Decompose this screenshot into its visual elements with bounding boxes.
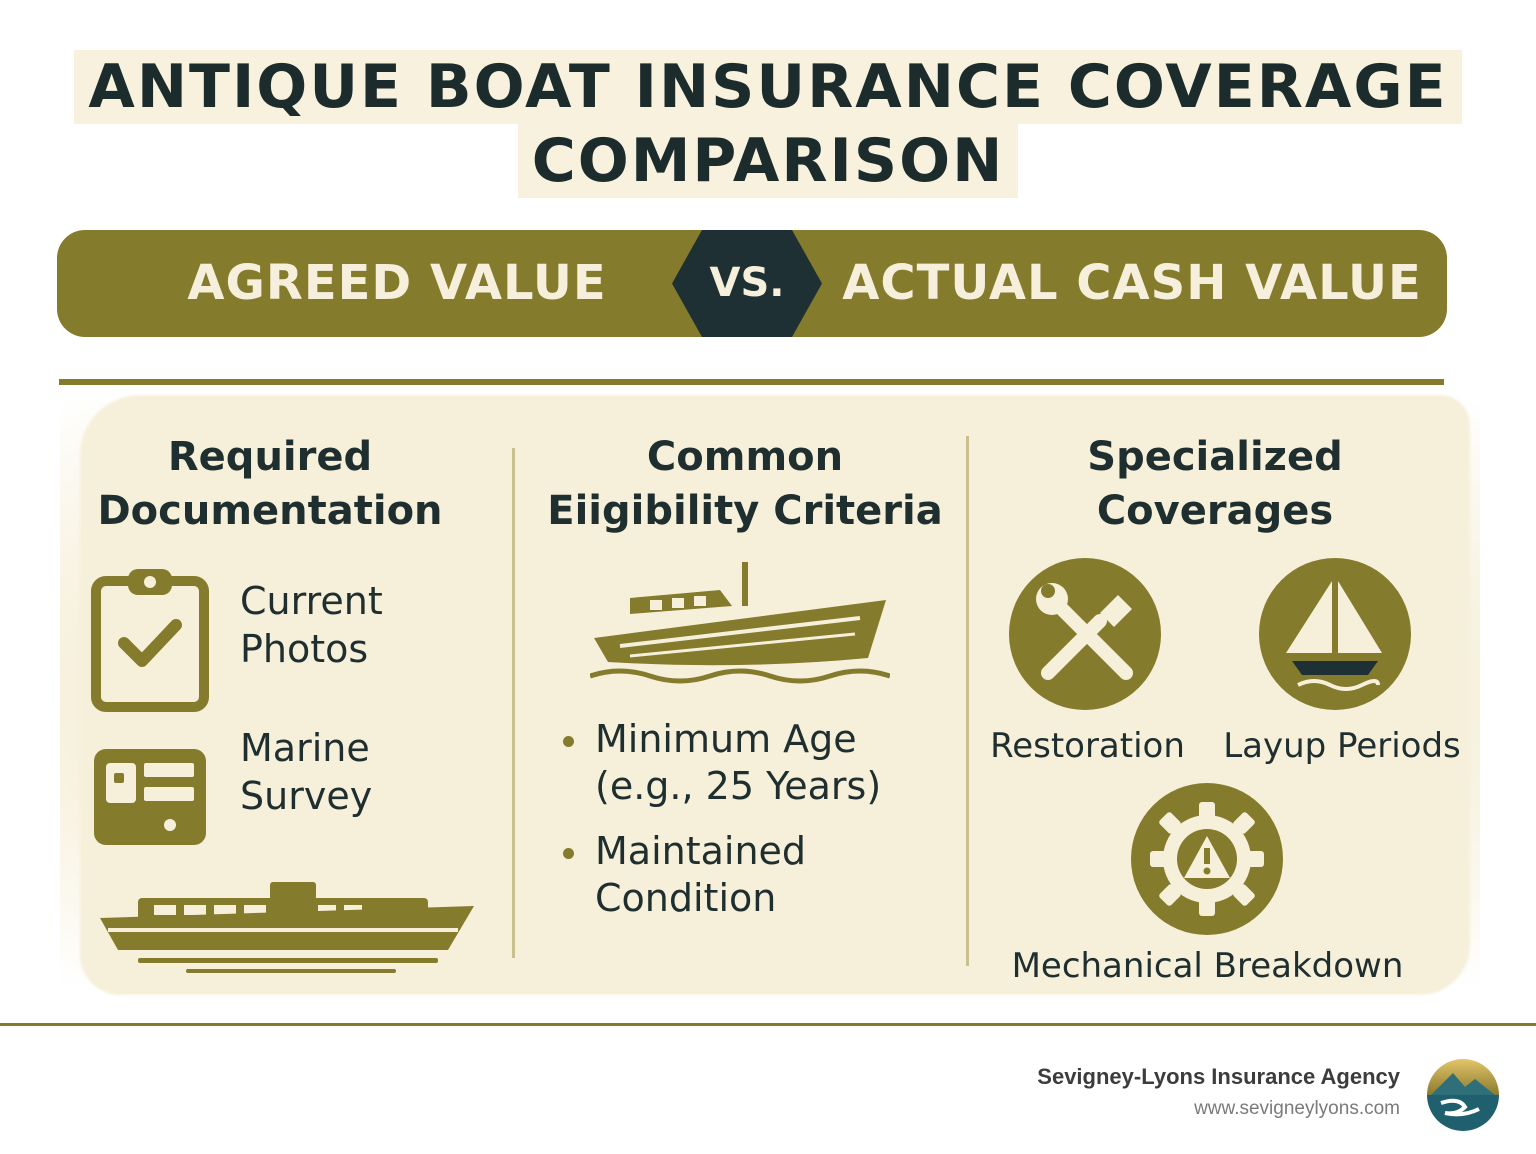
coverages-heading-line-2: Coverages: [1096, 488, 1334, 534]
gear-warning-icon: [1131, 783, 1283, 935]
documentation-heading: Required Documentation: [70, 430, 470, 538]
agency-url[interactable]: www.sevigneylyons.com: [1194, 1098, 1400, 1119]
title-line-2: COMPARISON: [517, 124, 1019, 198]
mechanical-breakdown-label: Mechanical Breakdown: [1011, 946, 1404, 986]
eligibility-heading-line-1: Common: [646, 434, 844, 480]
divider-bottom: [0, 1023, 1536, 1026]
column-divider-1: [512, 448, 515, 958]
layup-periods-label: Layup Periods: [1223, 726, 1461, 766]
restoration-label: Restoration: [990, 726, 1185, 766]
minimum-age-line-1: Minimum Age: [595, 717, 857, 761]
marine-survey-line-1: Marine: [240, 726, 370, 770]
title-line-1: ANTIQUE BOAT INSURANCE COVERAGE: [74, 50, 1462, 124]
coverages-heading: Specialized Coverages: [1010, 430, 1420, 538]
comparison-banner: AGREED VALUE VS. ACTUAL CASH VALUE: [57, 230, 1447, 337]
bullet-dot: [563, 736, 574, 747]
clipboard-check-icon: [91, 569, 209, 712]
minimum-age-line-2: (e.g., 25 Years): [595, 764, 882, 808]
survey-card-icon: [94, 749, 206, 845]
marine-survey-line-2: Survey: [240, 774, 373, 818]
sailboat-icon: [1259, 558, 1411, 710]
agency-name: Sevigney-Lyons Insurance Agency: [1037, 1064, 1400, 1089]
divider-top: [59, 379, 1444, 385]
page-title: ANTIQUE BOAT INSURANCE COVERAGE COMPARIS…: [0, 50, 1536, 198]
bullet-dot: [563, 848, 574, 859]
documentation-heading-line-1: Required: [167, 434, 373, 480]
current-photos-line-2: Photos: [240, 627, 369, 671]
yacht-icon: [100, 882, 474, 973]
actual-cash-value-label: ACTUAL CASH VALUE: [842, 255, 1422, 311]
fishing-boat-icon: [590, 562, 890, 684]
maintained-condition-line-2: Condition: [595, 876, 777, 920]
vs-badge: VS.: [672, 230, 822, 337]
eligibility-heading: Common Eiigibility Criteria: [530, 430, 960, 538]
maintained-condition-line-1: Maintained: [595, 829, 807, 873]
mountain-wave-logo: [1427, 1059, 1499, 1131]
wrench-brush-icon: [1009, 558, 1161, 710]
column-divider-2: [966, 436, 969, 966]
minimum-age-text: Minimum Age (e.g., 25 Years): [595, 716, 881, 810]
coverages-heading-line-1: Specialized: [1087, 434, 1343, 480]
agreed-value-label: AGREED VALUE: [187, 255, 607, 311]
documentation-heading-line-2: Documentation: [97, 488, 443, 534]
marine-survey-label: Marine Survey: [240, 724, 372, 820]
maintained-condition-text: Maintained Condition: [595, 828, 806, 922]
eligibility-heading-line-2: Eiigibility Criteria: [547, 488, 943, 534]
current-photos-line-1: Current: [240, 579, 383, 623]
current-photos-label: Current Photos: [240, 577, 383, 673]
